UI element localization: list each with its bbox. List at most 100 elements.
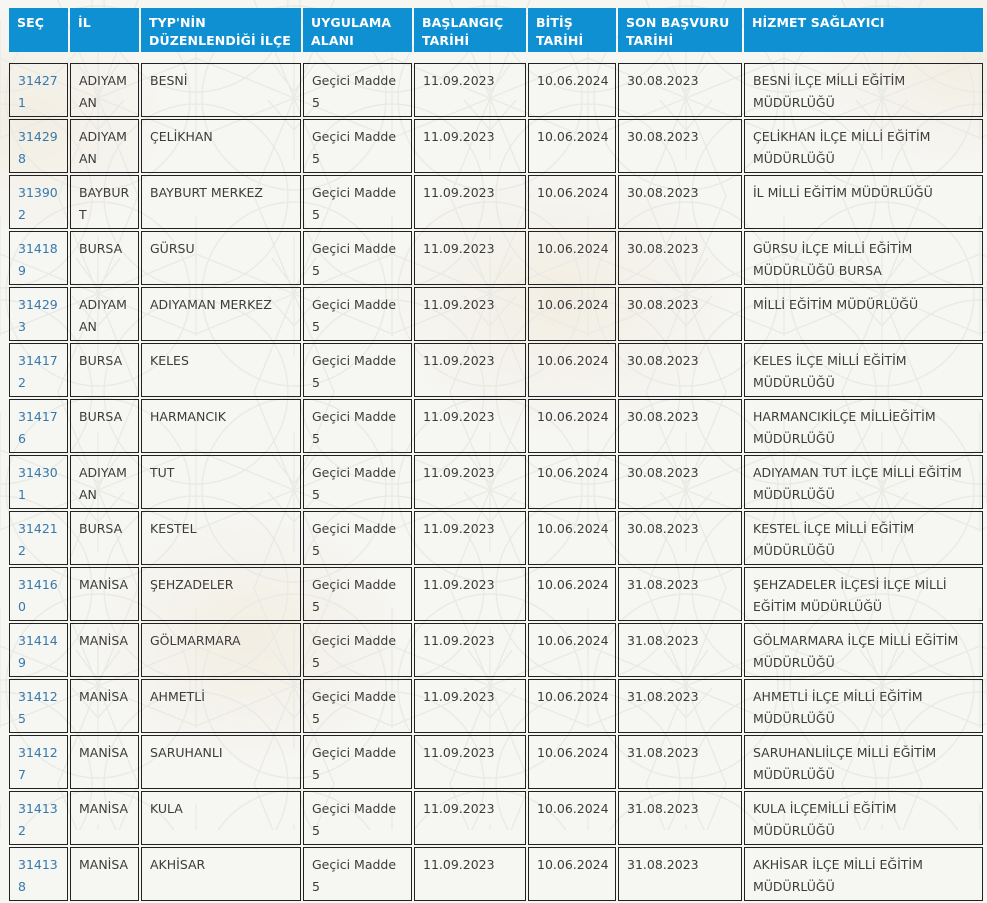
table-row: 314298 ADIYAMAN ÇELİKHAN Geçici Madde 5 11.0… [9,119,983,173]
table-row: 314293 ADIYAMAN ADIYAMAN MERKEZ Geçici Madd… [9,287,983,341]
cell-il: BURSA [70,231,139,285]
cell-ilce: KESTEL [141,511,301,565]
cell-hizmet: AKHİSAR İLÇE MİLLİ EĞİTİM MÜDÜRLÜĞÜ [744,847,983,901]
cell-alan: Geçici Madde 5 [303,119,412,173]
table-row: 313902 BAYBURT BAYBURT MERKEZ Geçici Madde … [9,175,983,229]
cell-sec: 314301 [9,455,68,509]
cell-son_basvuru: 31.08.2023 [618,791,742,845]
select-record-link[interactable]: 314125 [18,689,58,726]
table-row: 314138 MANİSA AKHİSAR Geçici Madde 5 11.09.2… [9,847,983,901]
cell-son_basvuru: 31.08.2023 [618,679,742,733]
cell-sec: 314125 [9,679,68,733]
select-record-link[interactable]: 314160 [18,577,58,614]
cell-hizmet: ÇELİKHAN İLÇE MİLLİ EĞİTİM MÜDÜRLÜĞÜ [744,119,983,173]
cell-alan: Geçici Madde 5 [303,735,412,789]
cell-ilce: KELES [141,343,301,397]
cell-hizmet: ŞEHZADELER İLÇESİ İLÇE MİLLİ EĞİTİM MÜDÜ… [744,567,983,621]
select-record-link[interactable]: 314176 [18,409,58,446]
table-row: 314127 MANİSA SARUHANLI Geçici Madde 5 11.09… [9,735,983,789]
cell-alan: Geçici Madde 5 [303,511,412,565]
cell-son_basvuru: 30.08.2023 [618,455,742,509]
select-record-link[interactable]: 314127 [18,745,58,782]
cell-alan: Geçici Madde 5 [303,847,412,901]
cell-baslangic: 11.09.2023 [414,63,526,117]
cell-baslangic: 11.09.2023 [414,679,526,733]
cell-bitis: 10.06.2024 [528,679,616,733]
column-header-bitis-tarihi: BİTİŞ TARİHİ [528,8,616,61]
column-header-sec: SEÇ [9,8,68,61]
cell-sec: 314160 [9,567,68,621]
select-record-link[interactable]: 314172 [18,353,58,390]
cell-ilce: HARMANCIK [141,399,301,453]
cell-il: MANİSA [70,623,139,677]
cell-bitis: 10.06.2024 [528,287,616,341]
cell-son_basvuru: 30.08.2023 [618,511,742,565]
cell-son_basvuru: 30.08.2023 [618,175,742,229]
cell-hizmet: KESTEL İLÇE MİLLİ EĞİTİM MÜDÜRLÜĞÜ [744,511,983,565]
cell-ilce: AHMETLİ [141,679,301,733]
cell-alan: Geçici Madde 5 [303,343,412,397]
cell-bitis: 10.06.2024 [528,791,616,845]
table-body: 314271 ADIYAMAN BESNİ Geçici Madde 5 11.09.2… [9,63,983,901]
cell-alan: Geçici Madde 5 [303,231,412,285]
cell-bitis: 10.06.2024 [528,63,616,117]
cell-il: ADIYAMAN [70,63,139,117]
select-record-link[interactable]: 314212 [18,521,58,558]
cell-son_basvuru: 30.08.2023 [618,63,742,117]
cell-sec: 314149 [9,623,68,677]
cell-baslangic: 11.09.2023 [414,735,526,789]
cell-ilce: GÖLMARMARA [141,623,301,677]
table-row: 314132 MANİSA KULA Geçici Madde 5 11.09.2023… [9,791,983,845]
column-header-ilce: TYP'NİN DÜZENLENDİĞİ İLÇE [141,8,301,61]
cell-baslangic: 11.09.2023 [414,399,526,453]
cell-alan: Geçici Madde 5 [303,399,412,453]
cell-son_basvuru: 31.08.2023 [618,735,742,789]
cell-ilce: SARUHANLI [141,735,301,789]
column-header-hizmet-saglayici: HİZMET SAĞLAYICI [744,8,983,61]
cell-il: MANİSA [70,791,139,845]
cell-hizmet: MİLLİ EĞİTİM MÜDÜRLÜĞÜ [744,287,983,341]
cell-alan: Geçici Madde 5 [303,679,412,733]
select-record-link[interactable]: 314132 [18,801,58,838]
select-record-link[interactable]: 314149 [18,633,58,670]
cell-bitis: 10.06.2024 [528,231,616,285]
cell-bitis: 10.06.2024 [528,623,616,677]
select-record-link[interactable]: 314271 [18,73,58,110]
cell-baslangic: 11.09.2023 [414,231,526,285]
cell-sec: 314132 [9,791,68,845]
cell-bitis: 10.06.2024 [528,399,616,453]
table-header-row: SEÇ İL TYP'NİN DÜZENLENDİĞİ İLÇE UYGULAM… [9,8,983,61]
cell-sec: 314189 [9,231,68,285]
cell-baslangic: 11.09.2023 [414,623,526,677]
cell-bitis: 10.06.2024 [528,735,616,789]
cell-sec: 313902 [9,175,68,229]
cell-hizmet: AHMETLİ İLÇE MİLLİ EĞİTİM MÜDÜRLÜĞÜ [744,679,983,733]
table-row: 314189 BURSA GÜRSU Geçici Madde 5 11.09.2023… [9,231,983,285]
cell-son_basvuru: 30.08.2023 [618,343,742,397]
select-record-link[interactable]: 314298 [18,129,58,166]
cell-baslangic: 11.09.2023 [414,511,526,565]
cell-sec: 314138 [9,847,68,901]
cell-hizmet: ADIYAMAN TUT İLÇE MİLLİ EĞİTİM MÜDÜRLÜĞÜ [744,455,983,509]
cell-il: MANİSA [70,567,139,621]
select-record-link[interactable]: 314301 [18,465,58,502]
cell-il: MANİSA [70,847,139,901]
cell-bitis: 10.06.2024 [528,175,616,229]
cell-baslangic: 11.09.2023 [414,455,526,509]
cell-sec: 314212 [9,511,68,565]
column-header-baslangic-tarihi: BAŞLANGIÇ TARİHİ [414,8,526,61]
select-record-link[interactable]: 314138 [18,857,58,894]
table-row: 314160 MANİSA ŞEHZADELER Geçici Madde 5 11.0… [9,567,983,621]
select-record-link[interactable]: 314189 [18,241,58,278]
cell-hizmet: KELES İLÇE MİLLİ EĞİTİM MÜDÜRLÜĞÜ [744,343,983,397]
select-record-link[interactable]: 313902 [18,185,58,222]
cell-il: MANİSA [70,679,139,733]
cell-bitis: 10.06.2024 [528,847,616,901]
column-header-son-basvuru-tarihi: SON BAŞVURU TARİHİ [618,8,742,61]
cell-il: BURSA [70,343,139,397]
select-record-link[interactable]: 314293 [18,297,58,334]
cell-son_basvuru: 31.08.2023 [618,567,742,621]
cell-son_basvuru: 31.08.2023 [618,847,742,901]
cell-bitis: 10.06.2024 [528,455,616,509]
cell-il: ADIYAMAN [70,119,139,173]
